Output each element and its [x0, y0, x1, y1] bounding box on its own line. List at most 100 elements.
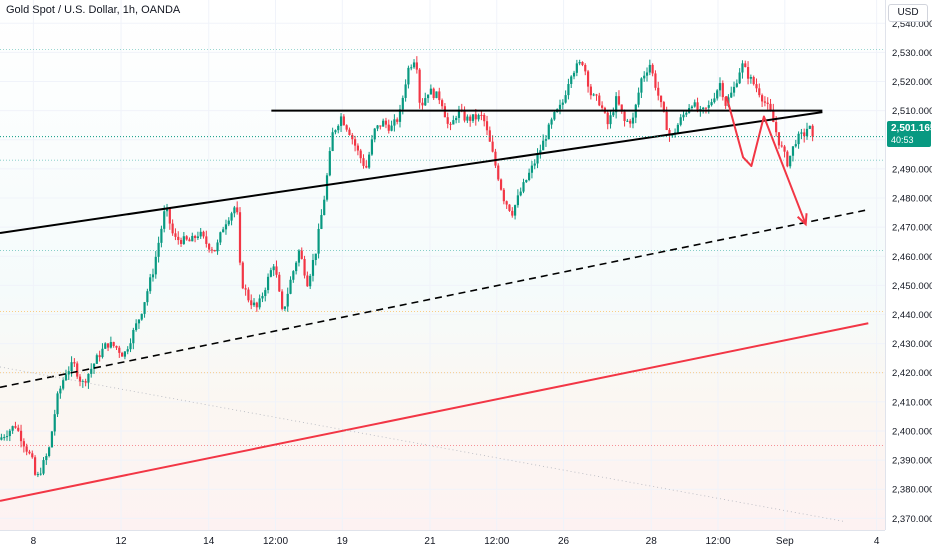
candle-body	[376, 125, 379, 129]
candle-body	[441, 100, 444, 107]
candle-body	[615, 96, 618, 113]
candle-body	[140, 313, 143, 320]
candle-body	[640, 78, 643, 93]
currency-button[interactable]: USD	[888, 4, 928, 22]
candle-body	[62, 380, 65, 389]
candle-body	[499, 179, 503, 190]
candle-body	[721, 83, 724, 98]
candle-body	[286, 293, 289, 307]
candle-body	[353, 139, 357, 146]
candle-body	[36, 474, 39, 476]
candle-body	[219, 232, 222, 243]
candle-body	[775, 122, 778, 133]
candle-body	[426, 94, 430, 99]
candle-body	[182, 236, 185, 244]
candle-body	[536, 153, 539, 164]
candle-body	[78, 376, 82, 382]
time-axis[interactable]: 8 12 14 12:00 19 21 12:00 26 28 12:00 Sep 4	[31, 536, 880, 547]
candle-body	[763, 101, 767, 103]
candle-body	[643, 75, 646, 79]
candle-body	[480, 114, 483, 116]
candle-body	[317, 228, 320, 254]
candle-body	[311, 259, 315, 276]
x-tick-label: 14	[203, 536, 215, 547]
candles	[0, 56, 814, 478]
candle-body	[749, 77, 752, 79]
candle-body	[351, 134, 354, 140]
candle-body	[761, 95, 764, 102]
candle-body	[519, 191, 522, 196]
candle-body	[651, 64, 654, 74]
candle-body	[168, 208, 171, 224]
candle-body	[589, 86, 592, 96]
candle-body	[87, 373, 90, 383]
candle-body	[477, 114, 480, 120]
candle-body	[115, 345, 118, 348]
candle-body	[570, 76, 573, 85]
candle-body	[474, 114, 477, 120]
candle-body	[196, 236, 199, 239]
candle-body	[11, 426, 14, 431]
candle-body	[469, 116, 472, 121]
candle-body	[435, 91, 438, 99]
candle-body	[623, 111, 626, 122]
x-tick-label: 12:00	[484, 536, 509, 547]
candle-body	[738, 72, 741, 84]
trend-line-solid	[0, 111, 823, 234]
candle-body	[424, 98, 427, 106]
candle-body	[368, 154, 371, 168]
candle-body	[497, 165, 500, 180]
candle-body	[137, 319, 141, 324]
candle-body	[690, 106, 694, 109]
candle-body	[309, 275, 312, 287]
candle-body	[783, 146, 786, 152]
candle-body	[710, 102, 713, 106]
candle-body	[33, 457, 37, 475]
x-tick-label: 28	[646, 536, 658, 547]
candle-body	[617, 96, 621, 105]
candle-body	[216, 242, 219, 252]
candle-body	[811, 125, 814, 137]
candle-body	[412, 62, 416, 68]
candle-body	[455, 117, 458, 121]
candle-body	[25, 446, 28, 452]
y-tick-label: 2,510.000	[892, 106, 932, 117]
candle-body	[269, 270, 272, 277]
price-axis[interactable]: 2,370.000 2,380.000 2,390.000 2,400.000 2,41…	[892, 19, 932, 525]
candle-body	[668, 129, 671, 136]
candle-body	[794, 144, 797, 147]
candle-body	[8, 430, 11, 437]
candle-body	[457, 109, 461, 118]
x-tick-label: 12	[115, 536, 127, 547]
candle-body	[741, 63, 744, 73]
candle-body	[365, 165, 368, 168]
candle-body	[645, 72, 649, 76]
plot-background	[0, 0, 885, 530]
candle-body	[606, 112, 609, 125]
candle-body	[323, 199, 326, 216]
candle-body	[808, 125, 811, 129]
chart-title: Gold Spot / U.S. Dollar, 1h, OANDA	[6, 4, 181, 16]
candle-body	[511, 210, 514, 216]
candle-body	[637, 92, 640, 105]
candle-body	[421, 102, 424, 106]
candle-body	[665, 111, 668, 130]
candle-body	[337, 125, 340, 131]
candle-body	[275, 266, 278, 275]
candle-body	[491, 141, 494, 152]
candle-body	[755, 84, 758, 89]
candle-body	[258, 298, 261, 308]
last-price-value: 2,501.165	[891, 123, 932, 134]
candle-body	[612, 112, 615, 116]
candle-body	[561, 102, 564, 105]
candle-body	[393, 119, 396, 126]
candle-body	[803, 132, 806, 137]
y-tick-label: 2,380.000	[892, 485, 932, 496]
candle-body	[595, 94, 598, 96]
candle-body	[800, 132, 803, 134]
x-tick-label: 12:00	[706, 536, 731, 547]
candle-body	[679, 117, 682, 125]
candle-body	[210, 249, 214, 251]
